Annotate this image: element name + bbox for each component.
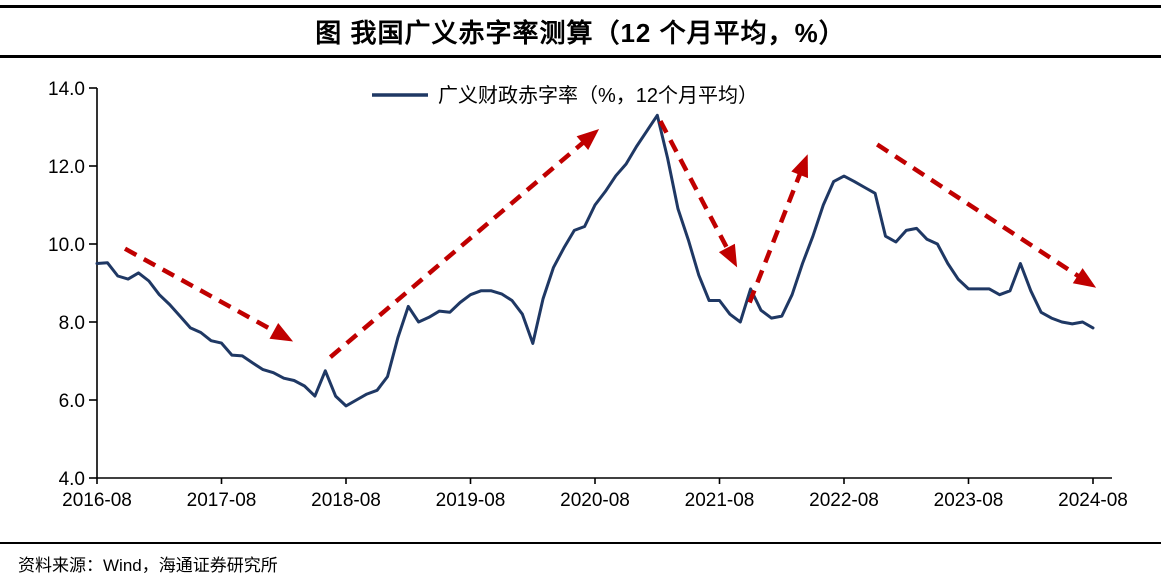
chart-title: 图 我国广义赤字率测算（12 个月平均，%） [315, 18, 846, 48]
y-tick-label: 6.0 [59, 391, 85, 412]
trend-arrow-head [791, 154, 808, 179]
source-note: 资料来源：Wind，海通证券研究所 [18, 556, 278, 575]
x-tick-label: 2017-08 [187, 490, 257, 511]
trend-arrow-shaft [658, 120, 732, 255]
x-tick-label: 2019-08 [436, 490, 506, 511]
trend-arrow-head [1072, 268, 1097, 288]
x-tick-label: 2021-08 [685, 490, 755, 511]
x-tick-label: 2023-08 [934, 490, 1004, 511]
title-divider-rule [0, 55, 1161, 58]
y-tick-label: 14.0 [48, 79, 85, 100]
deficit-rate-line [95, 113, 1095, 408]
trend-arrow-head [576, 129, 600, 150]
trend-arrow-head [718, 243, 738, 268]
legend-label: 广义财政赤字率（%，12个月平均） [438, 84, 758, 107]
y-tick-label: 4.0 [59, 469, 85, 490]
x-tick-label: 2022-08 [809, 490, 879, 511]
bottom-rule [0, 542, 1161, 544]
x-axis: 2016-08 2017-08 2018-08 2019-08 2020-08 … [62, 477, 1128, 511]
x-tick-label: 2016-08 [62, 490, 132, 511]
x-tick-label: 2020-08 [560, 490, 630, 511]
x-tick-label: 2024-08 [1058, 490, 1128, 511]
trend-arrow-shaft [875, 142, 1084, 281]
trend-arrow-head [269, 323, 294, 342]
y-axis: 14.0 12.0 10.0 8.0 6.0 4.0 [48, 79, 98, 490]
legend: 广义财政赤字率（%，12个月平均） [372, 84, 758, 107]
trend-arrow-shaft [328, 137, 589, 359]
y-tick-label: 8.0 [59, 313, 85, 334]
top-rule [0, 5, 1161, 8]
trend-arrow-shaft [123, 246, 281, 336]
y-tick-label: 10.0 [48, 235, 85, 256]
y-tick-label: 12.0 [48, 157, 85, 178]
trend-arrow-shaft [747, 168, 804, 304]
x-tick-label: 2018-08 [311, 490, 381, 511]
trend-arrows [123, 120, 1097, 359]
